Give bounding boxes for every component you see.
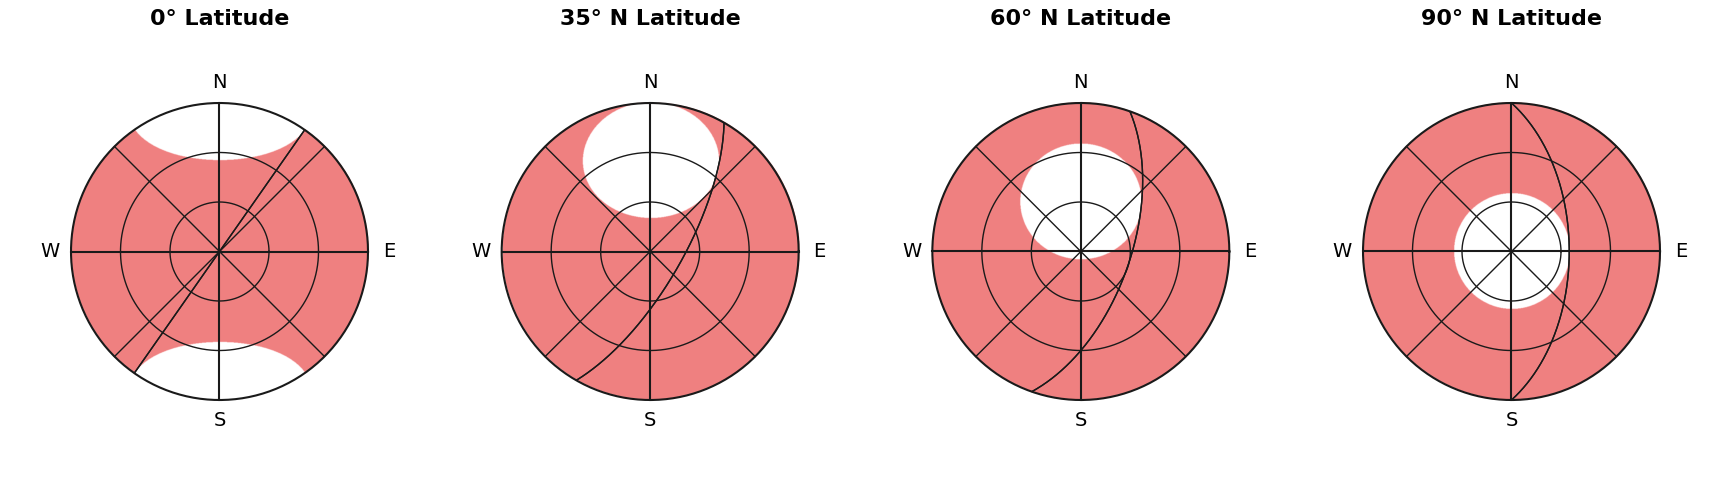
Title: 90° N Latitude: 90° N Latitude <box>1420 9 1600 29</box>
Text: N: N <box>1073 73 1088 92</box>
Title: 60° N Latitude: 60° N Latitude <box>990 9 1171 29</box>
Text: S: S <box>213 411 225 430</box>
Title: 35° N Latitude: 35° N Latitude <box>559 9 740 29</box>
Text: S: S <box>1074 411 1086 430</box>
Text: W: W <box>901 242 920 261</box>
Title: 0° Latitude: 0° Latitude <box>151 9 289 29</box>
Text: E: E <box>1673 242 1687 261</box>
Text: E: E <box>382 242 394 261</box>
Text: N: N <box>1503 73 1517 92</box>
Text: E: E <box>813 242 825 261</box>
Text: N: N <box>642 73 657 92</box>
Text: E: E <box>1244 242 1256 261</box>
Text: W: W <box>471 242 490 261</box>
Text: N: N <box>213 73 227 92</box>
Text: S: S <box>1505 411 1517 430</box>
Text: S: S <box>644 411 656 430</box>
Text: W: W <box>1332 242 1351 261</box>
Text: W: W <box>40 242 61 261</box>
